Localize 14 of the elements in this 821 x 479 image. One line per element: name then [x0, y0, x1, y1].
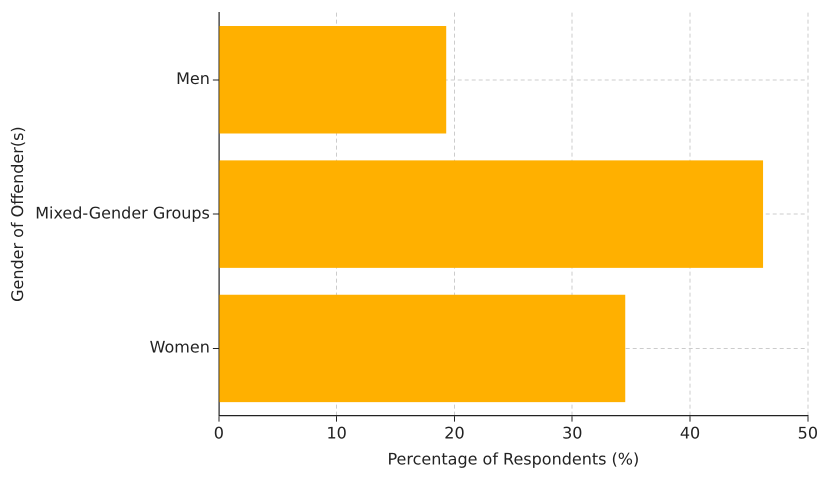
y-axis-title: Gender of Offender(s) [8, 126, 27, 302]
y-tick-label: Mixed-Gender Groups [35, 203, 210, 222]
bar [219, 26, 446, 134]
x-tick-label: 10 [326, 423, 347, 442]
x-axis-title: Percentage of Respondents (%) [387, 450, 640, 469]
x-tick-label: 40 [680, 423, 700, 442]
x-tick-label: 0 [214, 423, 224, 442]
bar [219, 160, 764, 268]
x-tick-label: 20 [444, 423, 465, 442]
x-tick-label: 30 [562, 423, 582, 442]
bar [219, 294, 626, 402]
y-tick-label: Men [176, 68, 210, 88]
x-tick-label: 50 [798, 423, 818, 442]
y-tick-label: Women [150, 338, 210, 357]
